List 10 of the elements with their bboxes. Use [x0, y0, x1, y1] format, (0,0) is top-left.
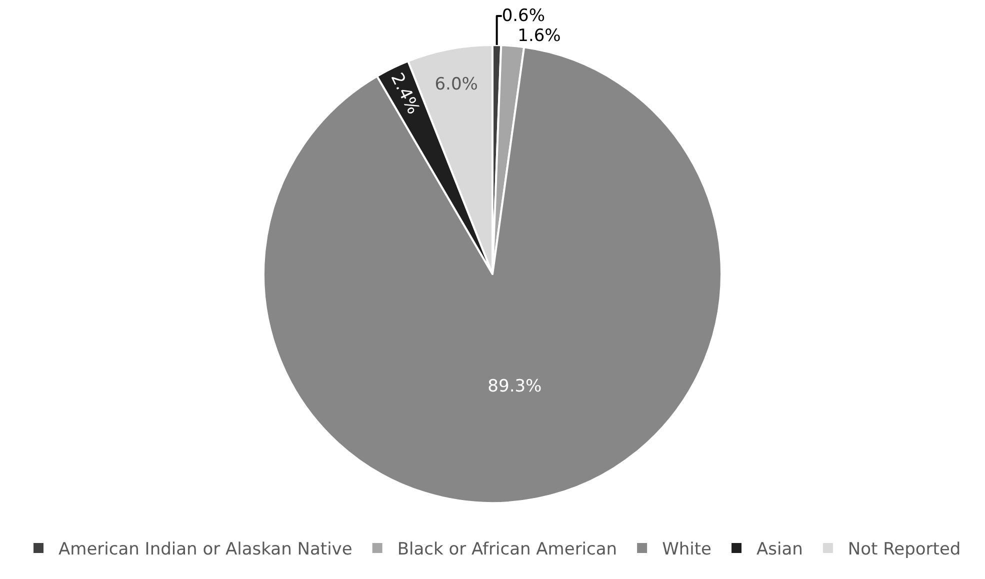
data-label: 6.0% [434, 74, 478, 95]
data-label: 89.3% [488, 376, 542, 396]
legend-label: Not Reported [848, 540, 961, 560]
data-label: 0.6% [502, 6, 546, 26]
legend-label: White [662, 540, 712, 560]
data-label: 2.4% [386, 70, 424, 118]
legend-label: Black or African American [397, 540, 618, 560]
legend-label: American Indian or Alaskan Native [58, 540, 352, 560]
data-label: 1.6% [518, 26, 561, 46]
legend-label: Asian [756, 540, 803, 560]
